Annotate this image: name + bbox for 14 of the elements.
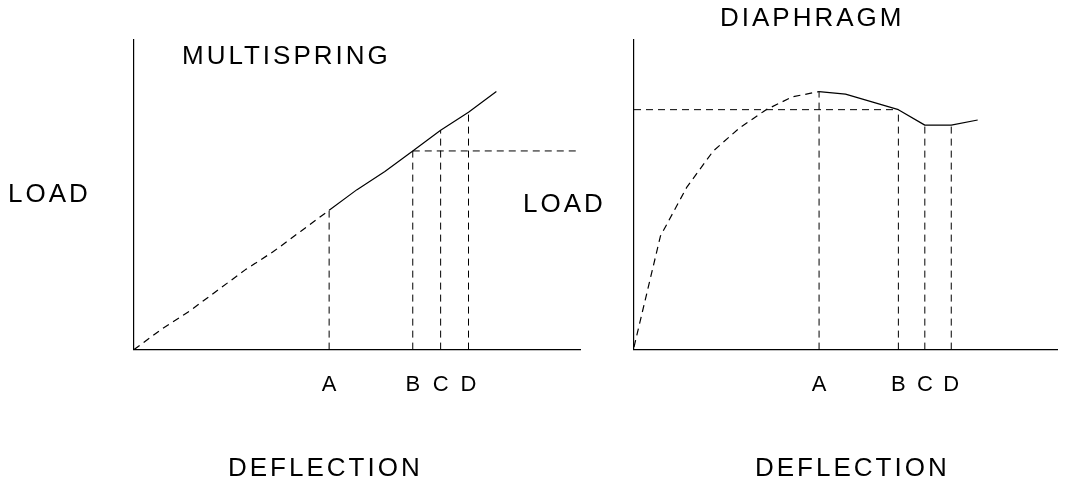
x-tick-label: A	[811, 370, 827, 396]
x-tick-label: C	[916, 370, 933, 396]
x-tick-label: A	[321, 370, 337, 396]
x-axis-title: DEFLECTION	[228, 452, 423, 483]
y-axis-title: LOAD	[523, 188, 606, 219]
y-axis-title: LOAD	[8, 178, 91, 209]
chart-title: MULTISPRING	[182, 40, 391, 71]
x-tick-label: C	[432, 370, 449, 396]
x-tick-label: B	[891, 370, 906, 396]
x-tick-label: D	[460, 370, 477, 396]
chart-title: DIAPHRAGM	[720, 2, 905, 33]
x-tick-label: D	[943, 370, 960, 396]
x-axis-title: DEFLECTION	[755, 452, 950, 483]
x-tick-label: B	[405, 370, 421, 396]
